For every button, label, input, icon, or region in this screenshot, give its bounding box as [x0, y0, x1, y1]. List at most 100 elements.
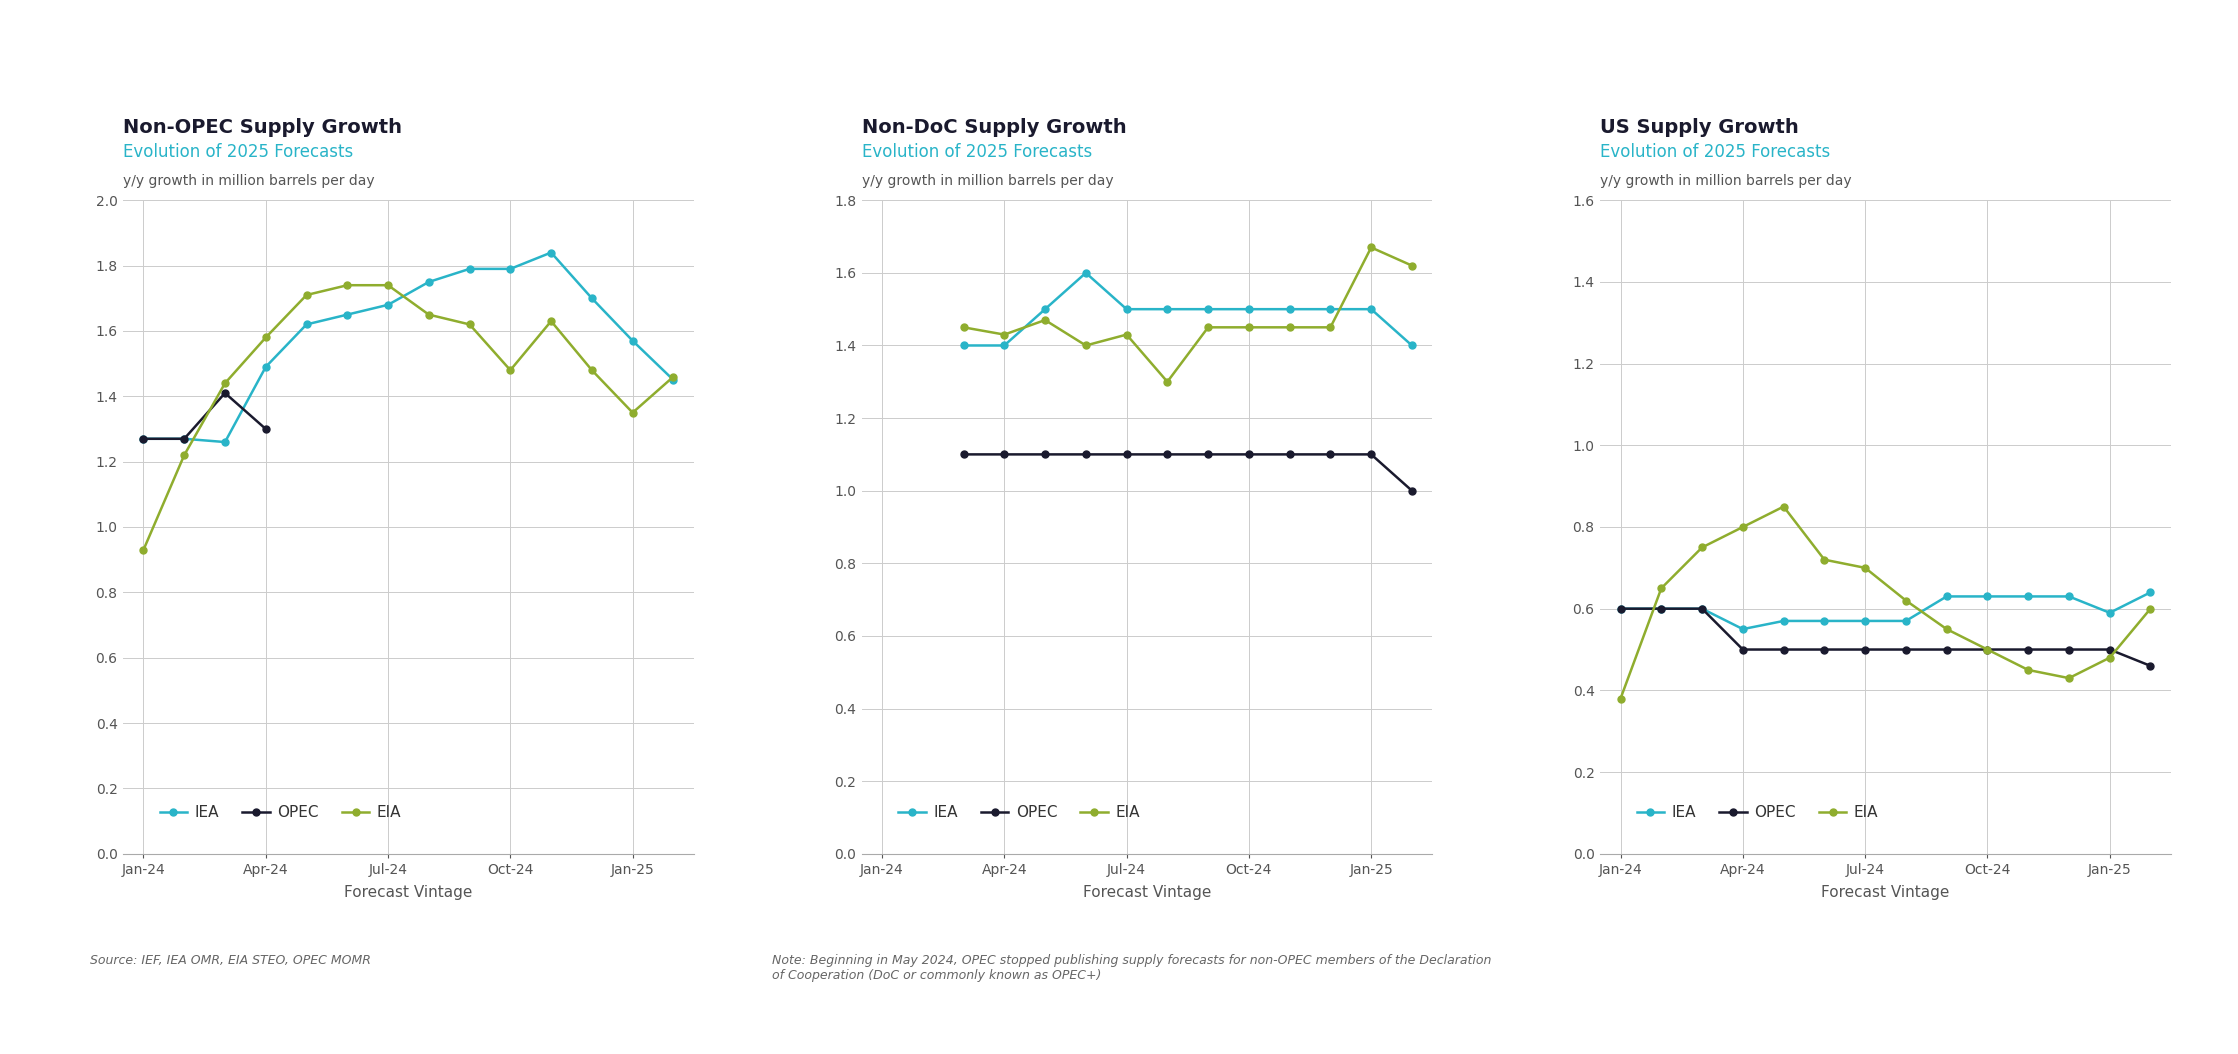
- IEA: [1934, 590, 1960, 603]
- IEA: [374, 298, 401, 311]
- IEA: [497, 262, 524, 275]
- IEA: [1399, 339, 1426, 352]
- OPEC: [1072, 448, 1099, 461]
- IEA: [333, 308, 360, 320]
- EIA: [1647, 582, 1674, 594]
- OPEC: [1730, 643, 1757, 656]
- OPEC: [1112, 448, 1139, 461]
- EIA: [1032, 314, 1059, 327]
- IEA: [1155, 302, 1182, 315]
- IEA: [620, 334, 647, 347]
- OPEC: [1195, 448, 1222, 461]
- EIA: [293, 289, 320, 301]
- IEA: [1235, 302, 1262, 315]
- EIA: [457, 318, 483, 331]
- Text: Source: IEF, IEA OMR, EIA STEO, OPEC MOMR: Source: IEF, IEA OMR, EIA STEO, OPEC MOM…: [90, 954, 372, 967]
- IEA: [1195, 302, 1222, 315]
- EIA: [130, 544, 157, 557]
- Line: IEA: IEA: [1618, 589, 2153, 632]
- OPEC: [1358, 448, 1385, 461]
- OPEC: [253, 423, 280, 435]
- EIA: [253, 331, 280, 344]
- EIA: [1974, 643, 2001, 656]
- OPEC: [1399, 485, 1426, 497]
- EIA: [374, 279, 401, 292]
- Text: y/y growth in million barrels per day: y/y growth in million barrels per day: [123, 174, 374, 188]
- OPEC: [1316, 448, 1343, 461]
- OPEC: [2137, 660, 2164, 672]
- Text: Evolution of 2025 Forecasts: Evolution of 2025 Forecasts: [1600, 143, 1831, 161]
- IEA: [1072, 267, 1099, 279]
- OPEC: [991, 448, 1018, 461]
- Line: IEA: IEA: [960, 270, 1414, 349]
- Text: y/y growth in million barrels per day: y/y growth in million barrels per day: [862, 174, 1112, 188]
- EIA: [1276, 321, 1303, 334]
- EIA: [1112, 328, 1139, 340]
- EIA: [1195, 321, 1222, 334]
- EIA: [1770, 501, 1797, 513]
- IEA: [991, 339, 1018, 352]
- Legend: IEA, OPEC, EIA: IEA, OPEC, EIA: [154, 799, 407, 826]
- Legend: IEA, OPEC, EIA: IEA, OPEC, EIA: [893, 799, 1146, 826]
- EIA: [660, 370, 687, 383]
- Text: y/y growth in million barrels per day: y/y growth in million barrels per day: [1600, 174, 1851, 188]
- Text: Non-OPEC Supply Growth: Non-OPEC Supply Growth: [123, 118, 403, 137]
- EIA: [1235, 321, 1262, 334]
- EIA: [1851, 562, 1878, 574]
- EIA: [170, 449, 197, 462]
- EIA: [2137, 603, 2164, 616]
- OPEC: [2014, 643, 2041, 656]
- IEA: [2054, 590, 2081, 603]
- IEA: [253, 360, 280, 373]
- Line: EIA: EIA: [960, 243, 1414, 386]
- EIA: [1316, 321, 1343, 334]
- OPEC: [2097, 643, 2124, 656]
- OPEC: [213, 387, 239, 399]
- Text: Evolution of 2025 Forecasts: Evolution of 2025 Forecasts: [123, 143, 354, 161]
- IEA: [2014, 590, 2041, 603]
- EIA: [951, 321, 978, 334]
- OPEC: [1893, 643, 1920, 656]
- OPEC: [1811, 643, 1837, 656]
- IEA: [1276, 302, 1303, 315]
- IEA: [293, 318, 320, 331]
- EIA: [1730, 521, 1757, 533]
- EIA: [213, 377, 239, 390]
- EIA: [537, 315, 564, 328]
- EIA: [991, 328, 1018, 340]
- X-axis label: Forecast Vintage: Forecast Vintage: [345, 885, 472, 900]
- X-axis label: Forecast Vintage: Forecast Vintage: [1083, 885, 1211, 900]
- IEA: [1032, 302, 1059, 315]
- IEA: [213, 435, 239, 448]
- IEA: [2097, 606, 2124, 619]
- Text: US Supply Growth: US Supply Growth: [1600, 118, 1799, 137]
- IEA: [170, 432, 197, 445]
- OPEC: [1235, 448, 1262, 461]
- IEA: [1112, 302, 1139, 315]
- EIA: [2097, 651, 2124, 664]
- IEA: [1358, 302, 1385, 315]
- EIA: [1811, 553, 1837, 566]
- X-axis label: Forecast Vintage: Forecast Vintage: [1822, 885, 1949, 900]
- IEA: [1770, 614, 1797, 627]
- OPEC: [130, 432, 157, 445]
- IEA: [457, 262, 483, 275]
- OPEC: [1974, 643, 2001, 656]
- IEA: [1647, 603, 1674, 616]
- EIA: [577, 364, 604, 376]
- OPEC: [1851, 643, 1878, 656]
- Line: EIA: EIA: [141, 281, 676, 553]
- IEA: [1851, 614, 1878, 627]
- IEA: [577, 292, 604, 305]
- OPEC: [1276, 448, 1303, 461]
- OPEC: [1607, 603, 1634, 616]
- OPEC: [1155, 448, 1182, 461]
- EIA: [416, 308, 443, 320]
- IEA: [1316, 302, 1343, 315]
- IEA: [537, 247, 564, 259]
- OPEC: [2054, 643, 2081, 656]
- Line: EIA: EIA: [1618, 503, 2153, 702]
- Line: OPEC: OPEC: [141, 390, 269, 443]
- Legend: IEA, OPEC, EIA: IEA, OPEC, EIA: [1632, 799, 1884, 826]
- OPEC: [170, 432, 197, 445]
